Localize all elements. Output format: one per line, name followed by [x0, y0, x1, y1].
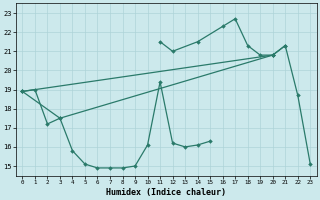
X-axis label: Humidex (Indice chaleur): Humidex (Indice chaleur) — [106, 188, 226, 197]
